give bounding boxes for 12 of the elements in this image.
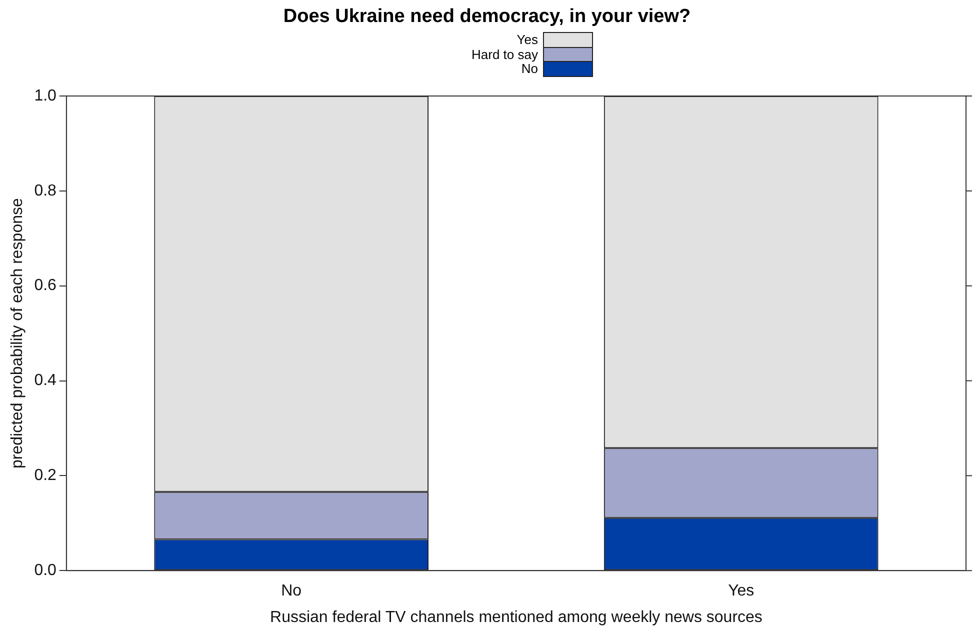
y-tick-label: 0.8 [34,182,57,200]
y-tick-label: 0.6 [34,277,57,294]
y-axis-title: predicted probability of each response [9,198,26,468]
legend-label: No [521,61,538,76]
y-tick-label: 0.0 [34,562,57,580]
x-axis-title: Russian federal TV channels mentioned among weekly news sources [270,608,762,626]
y-tick-label: 0.4 [34,372,57,390]
legend-label: Hard to say [470,46,538,62]
chart-title: Does Ukraine need democracy, in your view? [282,6,692,28]
y-tick-label: 1.0 [34,87,57,104]
legend-label: Yes [516,32,538,48]
y-tick-label: 0.2 [34,467,57,484]
